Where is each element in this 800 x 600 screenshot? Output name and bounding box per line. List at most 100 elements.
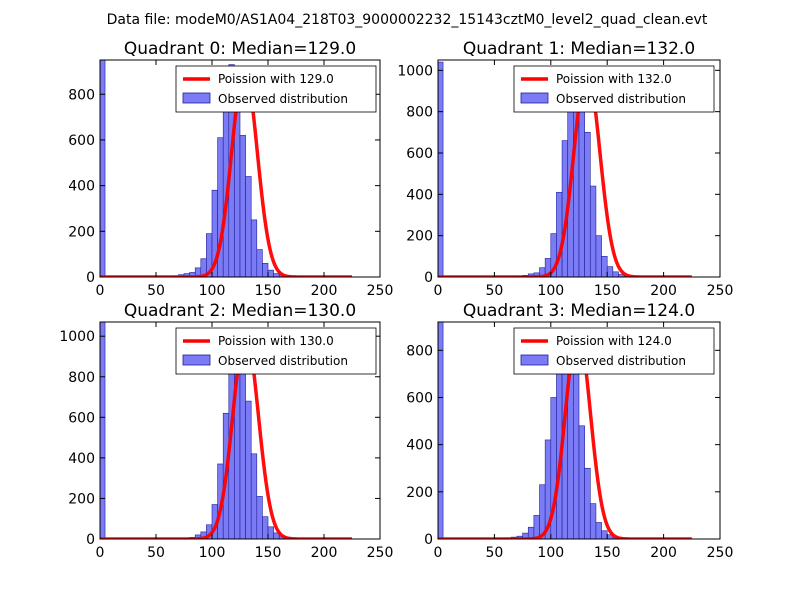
plot-area <box>438 61 693 277</box>
histogram-bar <box>267 269 274 277</box>
histogram-bar-first <box>438 322 444 539</box>
histogram-bar <box>256 496 263 539</box>
legend-bar-swatch <box>182 92 211 104</box>
histogram-bar <box>239 350 246 539</box>
panels: 0 50 100 150 200 250 0 200 400 600 800 Quadrant 0: … <box>59 39 733 561</box>
histogram-bar <box>262 262 269 277</box>
histogram-bar <box>578 425 585 539</box>
quadrant-0-panel: 0 50 100 150 200 250 0 200 400 600 800 Quadrant 0: … <box>68 39 393 299</box>
histogram-bar <box>584 467 591 539</box>
x-tick-label: 200 <box>650 283 677 299</box>
poisson-curve <box>100 67 354 277</box>
y-tick-label: 0 <box>424 532 433 548</box>
panel-title: Quadrant 3: Median=124.0 <box>463 301 695 321</box>
plot-area <box>100 322 354 539</box>
y-tick-label: 1000 <box>59 329 95 345</box>
histogram-bar <box>595 235 602 277</box>
legend-bar-label: Observed distribution <box>218 92 348 106</box>
legend: Poission with 132.0 Observed distribution <box>513 65 715 113</box>
figure-suptitle: Data file: modeM0/AS1A04_218T03_90000022… <box>107 12 708 28</box>
x-tick-label: 50 <box>147 283 165 299</box>
histogram-bar-first <box>100 322 106 539</box>
y-tick-label: 400 <box>406 187 433 203</box>
histogram-bar <box>578 92 585 277</box>
axes-frame <box>99 321 381 540</box>
histogram-bar <box>239 135 246 277</box>
histogram-bar <box>595 522 602 539</box>
y-tick-label: 800 <box>68 87 95 103</box>
histogram-bar <box>589 185 597 277</box>
x-tick-label: 250 <box>707 545 734 561</box>
legend-bar-label: Observed distribution <box>556 354 686 368</box>
x-tick-label: 0 <box>96 545 105 561</box>
legend-box <box>175 65 377 113</box>
legend-bar-label: Observed distribution <box>556 92 686 106</box>
quadrant-2-panel: 0 50 100 150 200 250 0 200 400 600 800 1000 Quadrant… <box>59 301 393 561</box>
x-tick-label: 50 <box>485 283 503 299</box>
legend-curve-label: Poission with 130.0 <box>218 334 334 348</box>
histogram-bar <box>245 400 252 539</box>
y-tick-label: 0 <box>424 270 433 286</box>
x-tick-label: 250 <box>367 545 394 561</box>
y-tick-label: 600 <box>68 133 95 149</box>
poisson-curve <box>438 68 693 277</box>
histogram-bar <box>262 516 269 539</box>
x-tick-label: 100 <box>199 283 226 299</box>
y-tick-label: 400 <box>68 451 95 467</box>
y-tick-label: 200 <box>406 485 433 501</box>
histogram-bar <box>533 515 540 539</box>
legend-curve-label: Poission with 124.0 <box>556 334 672 348</box>
x-tick-label: 200 <box>650 545 677 561</box>
y-tick-label: 800 <box>406 343 433 359</box>
x-tick-label: 0 <box>434 545 443 561</box>
x-tick-label: 150 <box>594 545 621 561</box>
y-tick-label: 0 <box>86 532 95 548</box>
y-tick-label: 200 <box>68 491 95 507</box>
y-tick-label: 800 <box>68 370 95 386</box>
quadrant-1-panel: 0 50 100 150 200 250 0 200 400 600 800 1000 Quadrant… <box>397 39 733 299</box>
x-tick-label: 100 <box>537 283 564 299</box>
histogram-bar <box>267 526 274 539</box>
axes-frame <box>437 321 721 540</box>
quadrant-3-panel: 0 50 100 150 200 250 0 200 400 600 800 Quadrant 3: … <box>406 301 733 561</box>
x-tick-label: 150 <box>594 283 621 299</box>
panel-title: Quadrant 1: Median=132.0 <box>463 39 695 59</box>
y-tick-label: 800 <box>406 105 433 121</box>
x-tick-label: 50 <box>485 545 503 561</box>
legend: Poission with 130.0 Observed distribution <box>175 327 377 375</box>
poisson-curve <box>438 329 693 539</box>
y-tick-label: 600 <box>68 410 95 426</box>
x-tick-label: 150 <box>255 545 282 561</box>
x-tick-label: 250 <box>367 283 394 299</box>
legend-bar-swatch <box>520 354 549 366</box>
x-tick-label: 100 <box>199 545 226 561</box>
histogram-bar-first <box>438 61 444 277</box>
plot-area <box>100 60 354 277</box>
legend-bar-swatch <box>182 354 211 366</box>
histogram-bar <box>250 453 258 539</box>
x-tick-label: 50 <box>147 545 165 561</box>
histogram-bar <box>256 249 263 277</box>
legend: Poission with 124.0 Observed distribution <box>513 327 715 375</box>
histogram-bar <box>273 273 280 277</box>
plot-area <box>438 322 693 539</box>
legend-curve-label: Poission with 129.0 <box>218 72 334 86</box>
x-tick-label: 0 <box>434 283 443 299</box>
legend-bar-label: Observed distribution <box>218 354 348 368</box>
panel-title: Quadrant 0: Median=129.0 <box>124 39 356 59</box>
y-tick-label: 400 <box>68 179 95 195</box>
legend-bar-swatch <box>520 92 549 104</box>
poisson-curve <box>100 332 354 539</box>
legend: Poission with 129.0 Observed distribution <box>175 65 377 113</box>
histogram-bar <box>245 176 252 277</box>
x-tick-label: 150 <box>255 283 282 299</box>
histogram-bar <box>612 271 619 277</box>
axes-frame <box>437 59 721 278</box>
y-tick-label: 0 <box>86 270 95 286</box>
y-tick-label: 200 <box>406 229 433 245</box>
panel-title: Quadrant 2: Median=130.0 <box>124 301 356 321</box>
legend-curve-label: Poission with 132.0 <box>556 72 672 86</box>
histogram-bar <box>601 530 608 539</box>
axes-frame <box>99 59 381 278</box>
